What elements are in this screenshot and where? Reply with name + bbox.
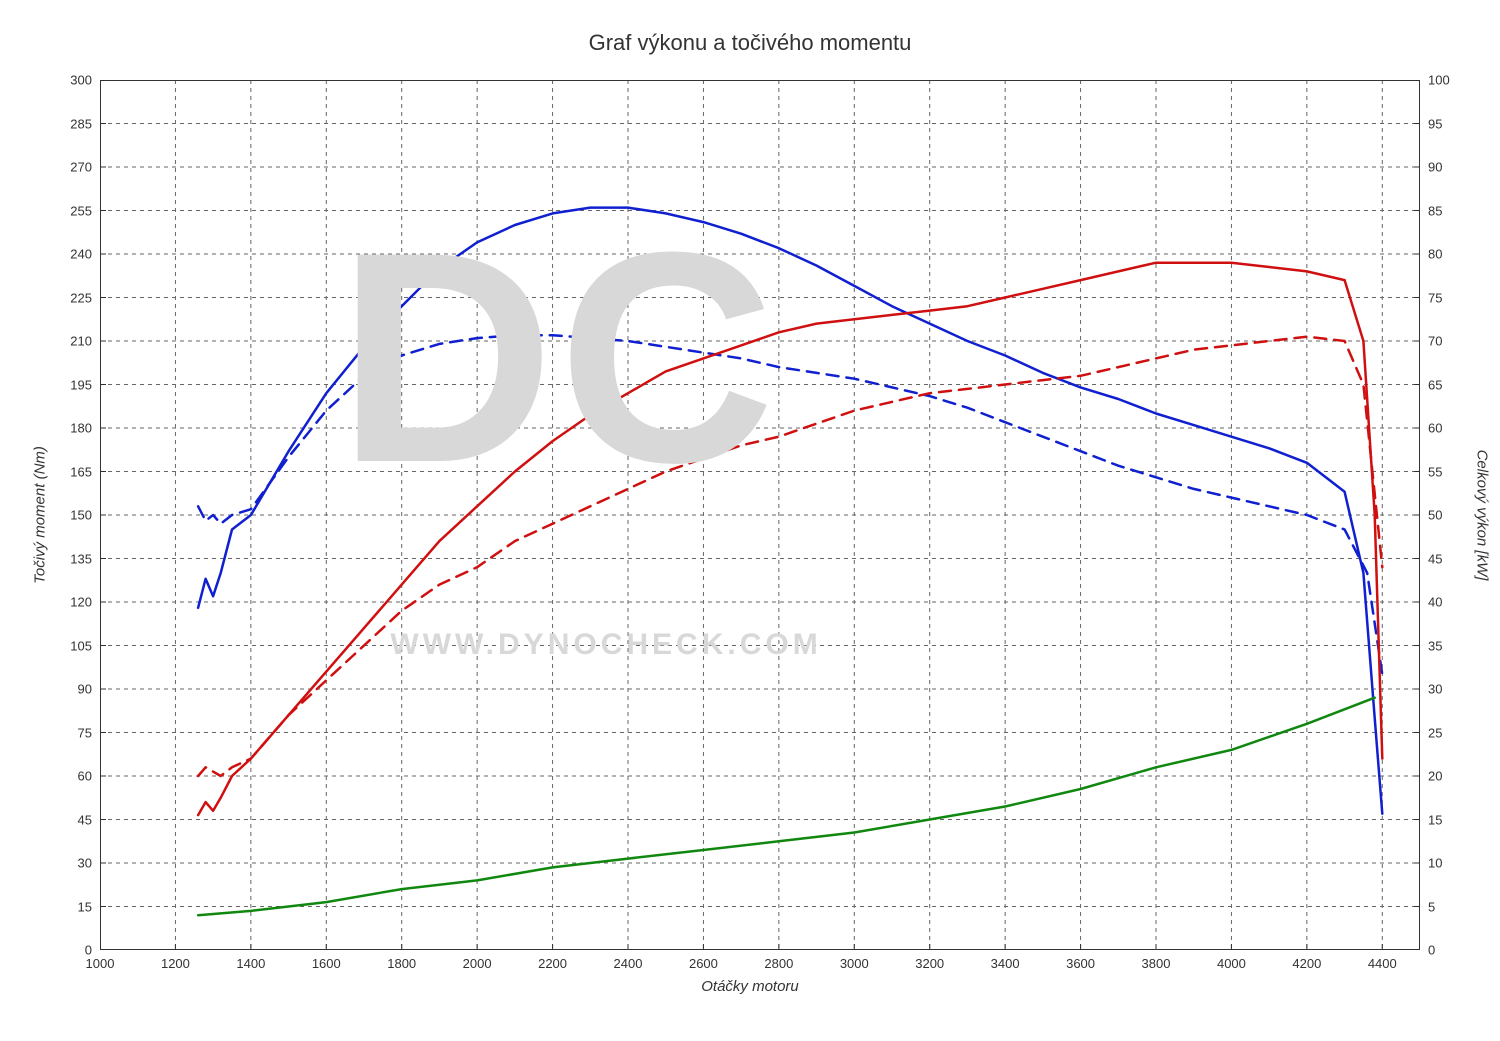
y-right-tick-label: 0 [1428, 943, 1435, 958]
y-left-tick-label: 0 [85, 943, 92, 958]
y-left-tick-label: 255 [70, 203, 92, 218]
y-axis-right-label: Celkový výkon [kW] [1474, 450, 1491, 581]
y-right-tick-label: 10 [1428, 856, 1442, 871]
plot-area [100, 80, 1420, 950]
x-tick-label: 2000 [463, 956, 492, 971]
chart-container: Graf výkonu a točivého momentu DC WWW.DY… [0, 0, 1500, 1041]
x-tick-label: 3600 [1066, 956, 1095, 971]
y-left-tick-label: 165 [70, 464, 92, 479]
x-tick-label: 2800 [764, 956, 793, 971]
y-right-tick-label: 100 [1428, 73, 1450, 88]
y-right-tick-label: 75 [1428, 290, 1442, 305]
x-tick-label: 4200 [1292, 956, 1321, 971]
x-tick-label: 3800 [1142, 956, 1171, 971]
y-right-tick-label: 60 [1428, 421, 1442, 436]
y-right-tick-label: 5 [1428, 899, 1435, 914]
y-left-tick-label: 225 [70, 290, 92, 305]
y-left-tick-label: 240 [70, 247, 92, 262]
y-left-tick-label: 45 [78, 812, 92, 827]
y-right-tick-label: 50 [1428, 508, 1442, 523]
y-left-tick-label: 75 [78, 725, 92, 740]
y-right-tick-label: 80 [1428, 247, 1442, 262]
y-left-tick-label: 135 [70, 551, 92, 566]
x-tick-label: 3200 [915, 956, 944, 971]
y-left-tick-label: 300 [70, 73, 92, 88]
y-axis-left-label: Točivý moment (Nm) [32, 446, 49, 584]
y-left-tick-label: 285 [70, 116, 92, 131]
y-left-tick-label: 150 [70, 508, 92, 523]
y-right-tick-label: 90 [1428, 160, 1442, 175]
chart-title: Graf výkonu a točivého momentu [0, 30, 1500, 56]
y-right-tick-label: 70 [1428, 334, 1442, 349]
x-tick-label: 1800 [387, 956, 416, 971]
y-right-tick-label: 45 [1428, 551, 1442, 566]
x-tick-label: 1600 [312, 956, 341, 971]
x-tick-label: 3400 [991, 956, 1020, 971]
x-tick-label: 1000 [86, 956, 115, 971]
y-left-tick-label: 90 [78, 682, 92, 697]
y-left-tick-label: 195 [70, 377, 92, 392]
x-axis-label: Otáčky motoru [0, 978, 1500, 995]
y-right-tick-label: 15 [1428, 812, 1442, 827]
y-right-tick-label: 85 [1428, 203, 1442, 218]
x-tick-label: 2600 [689, 956, 718, 971]
y-left-tick-label: 105 [70, 638, 92, 653]
x-tick-label: 2400 [614, 956, 643, 971]
y-right-tick-label: 20 [1428, 769, 1442, 784]
y-right-tick-label: 30 [1428, 682, 1442, 697]
y-left-tick-label: 15 [78, 899, 92, 914]
y-right-tick-label: 65 [1428, 377, 1442, 392]
y-left-tick-label: 180 [70, 421, 92, 436]
y-left-tick-label: 120 [70, 595, 92, 610]
y-right-tick-label: 40 [1428, 595, 1442, 610]
y-right-tick-label: 35 [1428, 638, 1442, 653]
y-left-tick-label: 30 [78, 856, 92, 871]
x-tick-label: 4000 [1217, 956, 1246, 971]
y-right-tick-label: 25 [1428, 725, 1442, 740]
x-tick-label: 4400 [1368, 956, 1397, 971]
x-tick-label: 3000 [840, 956, 869, 971]
x-tick-label: 1400 [236, 956, 265, 971]
y-right-tick-label: 55 [1428, 464, 1442, 479]
y-left-tick-label: 270 [70, 160, 92, 175]
x-tick-label: 1200 [161, 956, 190, 971]
y-left-tick-label: 60 [78, 769, 92, 784]
y-right-tick-label: 95 [1428, 116, 1442, 131]
y-left-tick-label: 210 [70, 334, 92, 349]
x-tick-label: 2200 [538, 956, 567, 971]
